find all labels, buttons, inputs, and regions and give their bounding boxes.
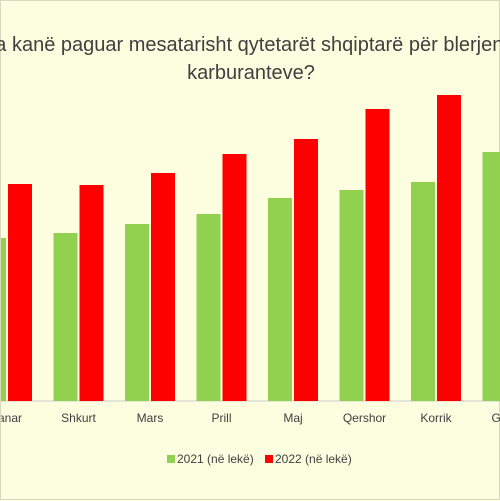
bar-series-1-mars <box>125 224 149 401</box>
bar-series-2-janar <box>8 184 32 401</box>
bar-series-2-prill <box>223 154 247 401</box>
bar-series-1-shkurt <box>54 233 78 401</box>
x-tick-label: Maj <box>283 411 302 425</box>
bar-series-1-janar <box>1 238 6 401</box>
x-tick-label: Gusht <box>491 411 500 425</box>
x-tick-label: Prill <box>212 411 232 425</box>
bar-series-1-korrik <box>411 182 435 401</box>
x-tick-label: Qershor <box>343 411 386 425</box>
bar-series-2-korrik <box>437 95 461 401</box>
x-tick-label: Janar <box>1 411 22 425</box>
bar-series-1-qershor <box>340 190 364 401</box>
x-tick-label: Korrik <box>420 411 452 425</box>
legend-swatch-2 <box>265 455 273 463</box>
bar-series-2-shkurt <box>80 185 104 401</box>
bar-series-2-qershor <box>366 109 390 401</box>
legend-label-2: 2022 (në lekë) <box>275 452 352 466</box>
bar-series-1-gusht <box>483 152 500 401</box>
bar-series-1-prill <box>197 214 221 401</box>
legend-label-1: 2021 (në lekë) <box>177 452 254 466</box>
bar-series-2-mars <box>151 173 175 401</box>
x-tick-label: Shkurt <box>61 411 96 425</box>
x-tick-label: Mars <box>137 411 164 425</box>
legend-swatch-1 <box>167 455 175 463</box>
bar-series-1-maj <box>268 198 292 401</box>
bar-series-2-maj <box>294 139 318 401</box>
